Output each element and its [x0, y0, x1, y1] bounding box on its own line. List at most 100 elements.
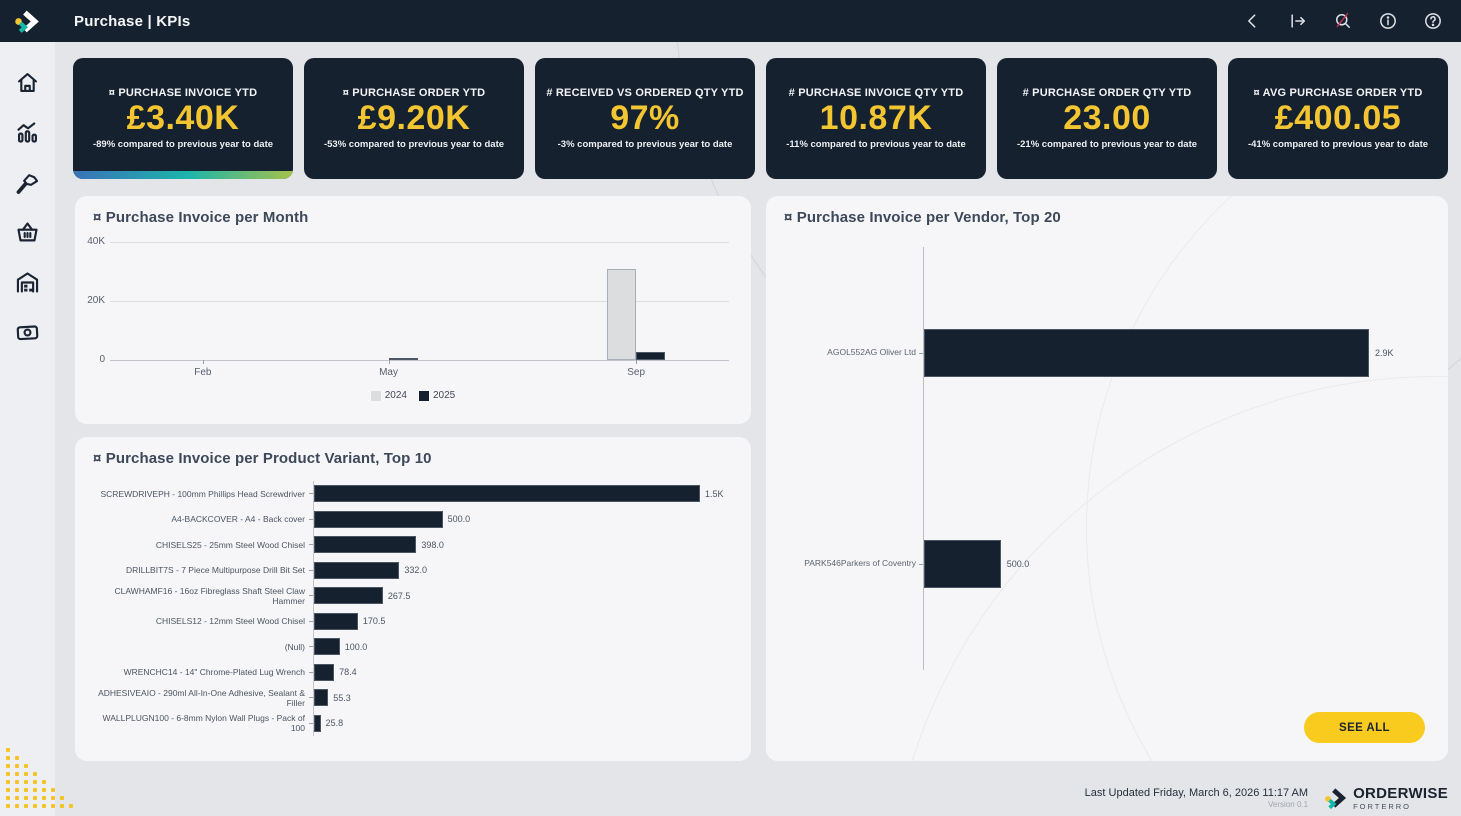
search-disabled-icon[interactable]	[1333, 11, 1353, 31]
kpi-card[interactable]: # RECEIVED VS ORDERED QTY YTD 97% -3% comp…	[535, 58, 755, 179]
y-axis-tick-label: 20K	[87, 295, 105, 306]
product-variant-bar-chart: SCREWDRIVEPH - 100mm Phillips Head Screw…	[93, 481, 737, 736]
x-axis-tick	[388, 360, 390, 364]
app-logo[interactable]	[0, 0, 55, 42]
product-label: WRENCHC14 - 14" Chrome-Plated Lug Wrench	[123, 667, 305, 678]
kpi-card[interactable]: ¤ PURCHASE INVOICE YTD £3.40K -89% compare…	[73, 58, 293, 179]
product-value-label: 78.4	[339, 667, 357, 678]
chevron-left-icon[interactable]	[1243, 11, 1263, 31]
product-label: (Null)	[284, 641, 305, 652]
kpi-note: -41% compared to previous year to date	[1247, 138, 1429, 150]
product-bar	[314, 536, 417, 554]
x-axis-tick-label: Feb	[194, 367, 212, 378]
product-label: SCREWDRIVEPH - 100mm Phillips Head Screw…	[100, 488, 305, 499]
product-row: SCREWDRIVEPH - 100mm Phillips Head Screw…	[93, 481, 737, 507]
axis-tick	[919, 352, 923, 354]
axis-tick	[309, 722, 313, 724]
sidebar-item-analytics[interactable]	[14, 119, 41, 146]
product-row: ADHESIVEAIO - 290ml All-In-One Adhesive,…	[93, 685, 737, 711]
kpi-title: # PURCHASE ORDER QTY YTD	[1022, 87, 1192, 100]
kpi-row: ¤ PURCHASE INVOICE YTD £3.40K -89% compare…	[73, 58, 1448, 179]
kpi-card[interactable]: ¤ AVG PURCHASE ORDER YTD £400.05 -41% comp…	[1228, 58, 1448, 179]
product-row: CHISELS12 - 12mm Steel Wood Chisel 170.5	[93, 608, 737, 634]
legend-item-2025: 2025	[419, 390, 455, 401]
kpi-note: -89% compared to previous year to date	[92, 138, 274, 150]
sidebar-item-tools[interactable]	[14, 169, 41, 196]
panel-invoice-per-product-variant: ¤ Purchase Invoice per Product Variant, …	[75, 437, 751, 761]
vendor-label: AGOL552AG Oliver Ltd	[827, 346, 916, 357]
kpi-value: 97%	[610, 99, 680, 138]
axis-tick	[309, 544, 313, 546]
product-bar	[314, 663, 335, 681]
see-all-button[interactable]: SEE ALL	[1304, 712, 1425, 743]
orderwise-logo-icon	[1325, 788, 1347, 809]
product-value-label: 1.5K	[705, 488, 724, 499]
legend-label: 2024	[384, 390, 407, 401]
product-bar	[314, 485, 700, 503]
product-value-label: 100.0	[344, 641, 368, 652]
footer: Last Updated Friday, March 6, 2026 11:17…	[1085, 786, 1448, 811]
product-bar	[314, 714, 321, 732]
product-label: ADHESIVEAIO - 290ml All-In-One Adhesive,…	[98, 687, 305, 708]
product-value-label: 267.5	[387, 590, 411, 601]
sidebar-item-basket[interactable]	[14, 219, 41, 246]
sidebar-item-warehouse[interactable]	[14, 269, 41, 296]
y-axis-tick-label: 40K	[87, 236, 105, 247]
bar-area: 25.8	[313, 710, 737, 736]
kpi-card[interactable]: # PURCHASE INVOICE QTY YTD 10.87K -11% com…	[766, 58, 986, 179]
kpi-value: £9.20K	[357, 99, 471, 138]
vendor-bar	[924, 328, 1369, 377]
info-icon[interactable]	[1378, 11, 1398, 31]
product-bar	[314, 510, 443, 528]
product-row: CLAWHAMF16 - 16oz Fibreglass Shaft Steel…	[93, 583, 737, 609]
product-value-label: 55.3	[333, 692, 351, 703]
product-row: A4-BACKCOVER - A4 - Back cover 500.0	[93, 506, 737, 532]
gridline	[110, 360, 729, 361]
product-row: WALLPLUGN100 - 6-8mm Nylon Wall Plugs - …	[93, 710, 737, 736]
product-value-label: 500.0	[447, 514, 471, 525]
main-content: ¤ PURCHASE INVOICE YTD £3.40K -89% compare…	[55, 42, 1461, 816]
kpi-title: ¤ AVG PURCHASE ORDER YTD	[1253, 87, 1423, 100]
bar-area: 100.0	[313, 634, 737, 660]
last-updated-label: Last Updated Friday, March 6, 2026 11:17…	[1084, 786, 1309, 799]
kpi-card[interactable]: # PURCHASE ORDER QTY YTD 23.00 -21% compar…	[997, 58, 1217, 179]
kpi-note: -21% compared to previous year to date	[1016, 138, 1198, 150]
product-row: DRILLBIT7S - 7 Piece Multipurpose Drill …	[93, 557, 737, 583]
axis-tick	[309, 697, 313, 699]
bar-area: 398.0	[313, 532, 737, 558]
kpi-title: ¤ PURCHASE ORDER YTD	[342, 87, 486, 100]
bar-area: 332.0	[313, 557, 737, 583]
vendor-value-label: 500.0	[1006, 559, 1030, 570]
product-label: DRILLBIT7S - 7 Piece Multipurpose Drill …	[125, 565, 305, 576]
product-bar	[314, 587, 383, 605]
product-row: CHISELS25 - 25mm Steel Wood Chisel 398.0	[93, 532, 737, 558]
exit-icon[interactable]	[1288, 11, 1308, 31]
product-label: A4-BACKCOVER - A4 - Back cover	[171, 514, 305, 525]
vendor-bar-chart: AGOL552AG Oliver Ltd 2.9K PARK546Parkers o…	[766, 247, 1448, 670]
axis-tick	[309, 646, 313, 648]
x-axis-tick	[202, 360, 204, 364]
product-row: WRENCHC14 - 14" Chrome-Plated Lug Wrench…	[93, 659, 737, 685]
legend-swatch	[419, 390, 429, 401]
footer-text: Last Updated Friday, March 6, 2026 11:17…	[1085, 787, 1308, 809]
kpi-card[interactable]: ¤ PURCHASE ORDER YTD £9.20K -53% compared …	[304, 58, 524, 179]
help-icon[interactable]	[1423, 11, 1443, 31]
product-bar	[314, 638, 340, 656]
product-value-label: 398.0	[421, 539, 444, 550]
brand-name: ORDERWISE	[1353, 784, 1448, 802]
bar-2025-Sep	[636, 352, 666, 360]
x-axis-tick-label: Sep	[627, 367, 646, 378]
product-label: CHISELS25 - 25mm Steel Wood Chisel	[155, 539, 305, 550]
sidebar-item-home[interactable]	[14, 69, 41, 96]
bar-area: 1.5K	[313, 481, 737, 507]
brand-subname: FORTERRO	[1353, 801, 1412, 811]
axis-tick	[309, 493, 313, 495]
orderwise-logo-icon	[15, 10, 39, 33]
kpi-value: 23.00	[1063, 99, 1151, 138]
page-title: Purchase | KPIs	[74, 12, 191, 30]
product-bar	[314, 561, 400, 579]
product-value-label: 332.0	[404, 565, 427, 576]
legend-item-2024: 2024	[370, 390, 407, 401]
sidebar-item-money[interactable]	[14, 319, 41, 346]
axis-tick	[309, 569, 313, 571]
